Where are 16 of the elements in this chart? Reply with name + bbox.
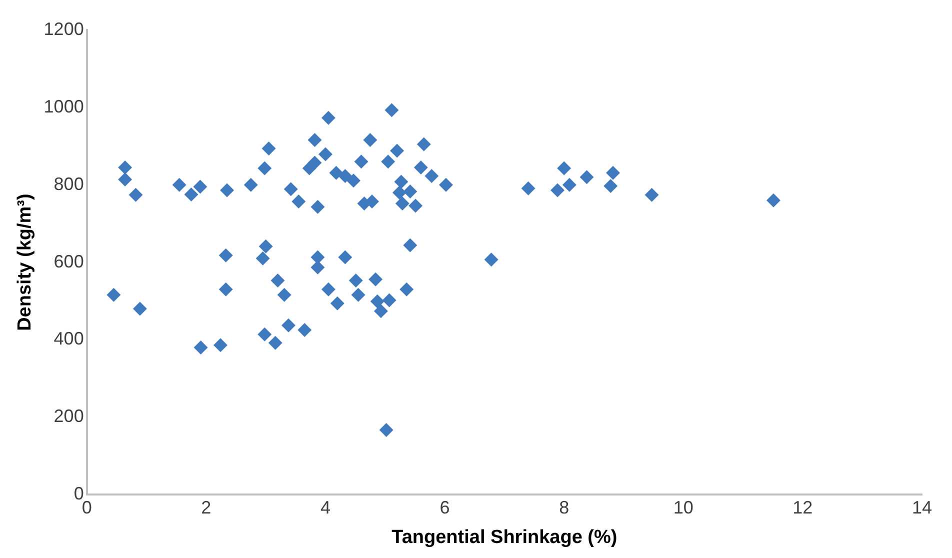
y-tick-label: 1000 [44,96,84,116]
x-tick-label: 2 [201,497,212,518]
x-tick-label: 10 [673,497,694,518]
y-tick-label: 200 [54,406,84,426]
y-tick-label: 400 [54,328,84,349]
y-tick-label: 0 [74,484,84,504]
x-tick-label: 8 [559,497,570,518]
y-tick-label: 800 [54,174,84,194]
y-tick-label: 600 [54,251,84,272]
x-tick-label: 14 [912,497,932,518]
y-tick-label: 1200 [44,18,84,39]
x-tick-label: 12 [792,497,813,518]
x-tick-label: 4 [320,497,330,518]
y-axis-title: Density (kg/m³) [14,194,36,331]
x-tick-label: 6 [440,497,450,518]
x-axis-title: Tangential Shrinkage (%) [392,526,618,548]
